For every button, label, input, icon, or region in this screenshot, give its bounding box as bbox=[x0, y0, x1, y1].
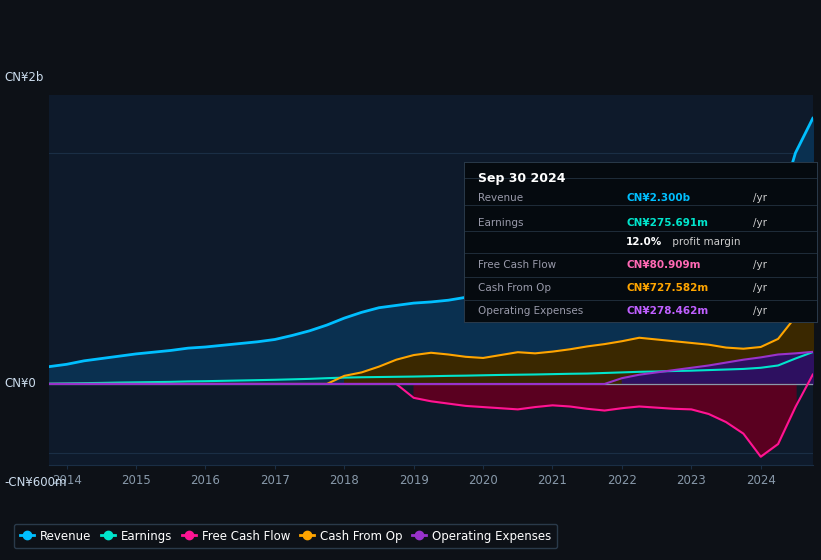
Text: Sep 30 2024: Sep 30 2024 bbox=[478, 172, 566, 185]
Text: /yr: /yr bbox=[754, 259, 768, 269]
Text: CN¥278.462m: CN¥278.462m bbox=[626, 306, 709, 316]
Text: CN¥2b: CN¥2b bbox=[4, 71, 44, 84]
Text: Revenue: Revenue bbox=[478, 193, 523, 203]
Text: /yr: /yr bbox=[754, 218, 768, 228]
Text: Free Cash Flow: Free Cash Flow bbox=[478, 259, 556, 269]
Text: CN¥80.909m: CN¥80.909m bbox=[626, 259, 701, 269]
Text: Operating Expenses: Operating Expenses bbox=[478, 306, 583, 316]
Text: Earnings: Earnings bbox=[478, 218, 524, 228]
Text: /yr: /yr bbox=[754, 283, 768, 293]
Text: CN¥2.300b: CN¥2.300b bbox=[626, 193, 690, 203]
Text: /yr: /yr bbox=[754, 193, 768, 203]
Legend: Revenue, Earnings, Free Cash Flow, Cash From Op, Operating Expenses: Revenue, Earnings, Free Cash Flow, Cash … bbox=[14, 524, 557, 548]
Text: -CN¥600m: -CN¥600m bbox=[4, 475, 67, 489]
Text: /yr: /yr bbox=[754, 306, 768, 316]
Text: Cash From Op: Cash From Op bbox=[478, 283, 551, 293]
Text: CN¥275.691m: CN¥275.691m bbox=[626, 218, 709, 228]
Text: profit margin: profit margin bbox=[668, 237, 740, 247]
Text: CN¥0: CN¥0 bbox=[4, 377, 36, 390]
Text: 12.0%: 12.0% bbox=[626, 237, 663, 247]
Text: CN¥727.582m: CN¥727.582m bbox=[626, 283, 709, 293]
